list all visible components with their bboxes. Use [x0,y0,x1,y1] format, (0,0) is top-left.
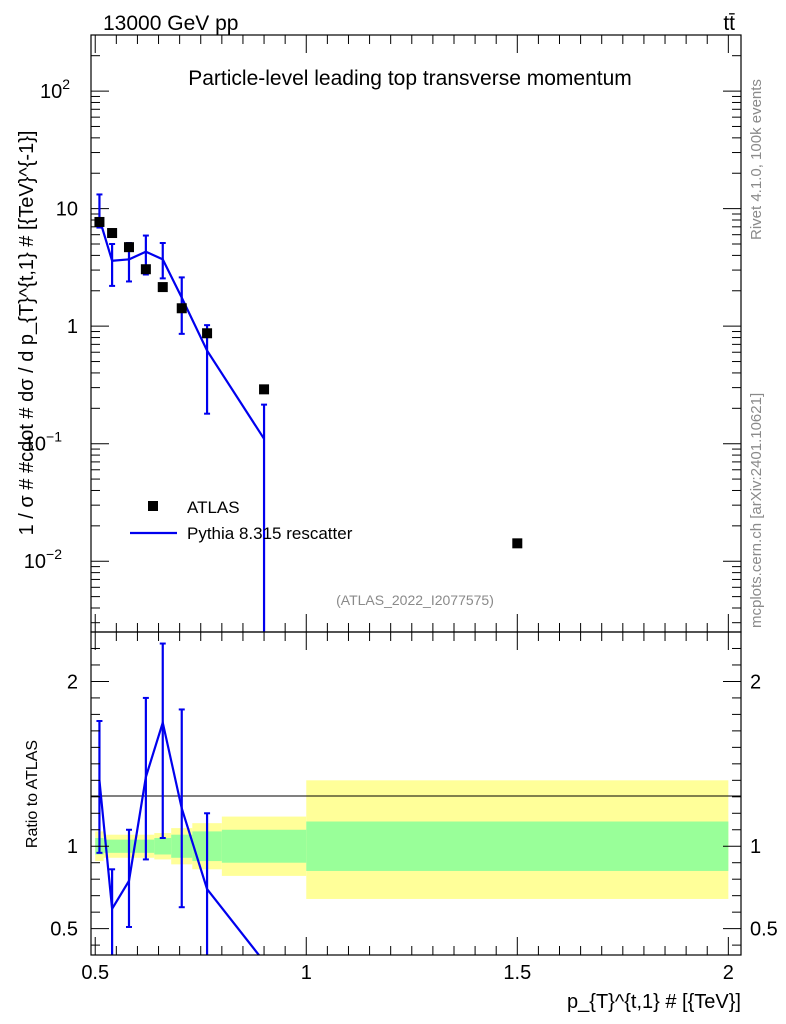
header-left: 13000 GeV pp [103,12,238,35]
ratio-panel: 0.5 0.51 12 2 0.5 1 1.5 2 Ratio to ATLAS p_{T}… [24,631,778,1013]
top-y-axis-label: 1 / σ # #cdot # dσ / d p_{T}^{t,1} # [{T… [16,131,38,536]
top-panel: Particle-level leading top transverse mo… [16,34,742,633]
atlas-point [140,264,151,275]
ratio-y-axis-label: Ratio to ATLAS [24,740,41,848]
atlas-point [157,282,168,293]
mcplots-label: mcplots.cern.ch [arXiv:2401.10621] [748,393,765,628]
legend-atlas-marker [148,501,158,511]
atlas-uncertainty-bands [95,780,729,899]
rivet-label: Rivet 4.1.0, 100k events [748,79,765,240]
atlas-point [512,538,523,549]
ratio-axis-ticks [91,632,741,955]
pythia-ratio-line [98,718,261,955]
atlas-point [94,216,105,227]
legend-pythia-label: Pythia 8.315 rescatter [187,524,353,543]
x-tick-label: 2 [723,962,734,984]
pythia-line [98,218,265,440]
x-axis-label: p_{T}^{t,1} # [{TeV}] [567,991,741,1013]
x-tick-labels: 0.5 1 1.5 2 [81,962,734,984]
x-tick-label: 1 [301,962,312,984]
y-tick-label: 10−2 [24,546,62,573]
y-tick-label: 10 [56,199,78,221]
band-inner [306,821,729,871]
x-tick-label: 1.5 [503,962,531,984]
analysis-watermark: (ATLAS_2022_I2077575) [336,592,494,608]
atlas-point [176,303,187,314]
pythia-series-ratio [96,642,261,955]
band-inner [221,829,307,863]
atlas-point [259,384,270,395]
ratio-y-tick-labels: 0.5 0.5 1 1 2 2 [50,671,778,940]
ratio-y-tick-label: 1 [67,836,78,858]
ratio-y-tick-label: 2 [67,671,78,693]
band-inner [103,839,121,853]
chart-title: Particle-level leading top transverse mo… [188,67,632,90]
header-right: tt̄ [723,12,735,35]
atlas-series [94,216,523,549]
ratio-y-tick-label-right: 0.5 [750,919,778,941]
y-tick-label: 1 [67,316,78,338]
ratio-y-tick-label-right: 1 [750,836,761,858]
legend: ATLAS Pythia 8.315 rescatter [130,498,353,543]
x-tick-label: 0.5 [81,962,109,984]
ratio-frame [90,631,742,956]
y-tick-label: 10−1 [24,429,62,456]
legend-atlas-label: ATLAS [187,498,240,517]
atlas-point [123,242,134,253]
ratio-y-tick-label-right: 2 [750,671,761,693]
pythia-series-top [96,193,268,632]
band-inner [154,837,172,855]
ratio-y-tick-label: 0.5 [50,919,78,941]
top-axis-ticks [91,34,741,632]
atlas-point [107,228,118,239]
y-tick-label: 102 [40,76,70,103]
atlas-point [202,328,213,339]
